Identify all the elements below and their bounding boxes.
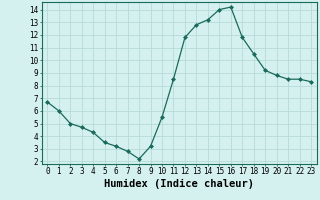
X-axis label: Humidex (Indice chaleur): Humidex (Indice chaleur) bbox=[104, 179, 254, 189]
